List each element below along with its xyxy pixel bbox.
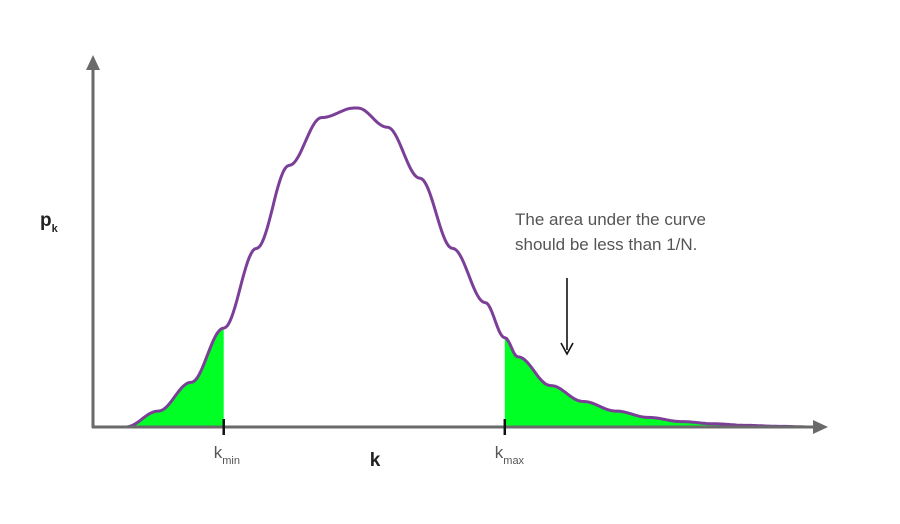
shaded-region-left-tail	[93, 328, 224, 427]
x-axis-arrowhead	[813, 420, 828, 434]
tick-label-kmax-sub: max	[503, 455, 524, 467]
y-axis-label: pk	[40, 210, 59, 235]
y-axis-arrowhead	[86, 55, 100, 70]
x-axis-label: k	[370, 450, 381, 471]
annotation-arrowhead	[560, 342, 574, 356]
tick-label-kmin: kmin	[214, 443, 240, 467]
distribution-curve	[93, 106, 812, 429]
annotation-line-1: The area under the curve	[515, 210, 706, 229]
tick-label-kmin-main: k	[214, 443, 223, 462]
tick-label-kmax: kmax	[495, 443, 525, 467]
y-axis-label-main: p	[40, 210, 52, 231]
tick-label-kmin-sub: min	[222, 455, 240, 467]
shaded-tail-areas	[93, 328, 812, 427]
shaded-region-right-tail	[504, 337, 812, 427]
y-axis-label-sub: k	[52, 223, 59, 235]
annotation-line-2: should be less than 1/N.	[515, 235, 697, 254]
tick-label-kmax-main: k	[495, 443, 504, 462]
